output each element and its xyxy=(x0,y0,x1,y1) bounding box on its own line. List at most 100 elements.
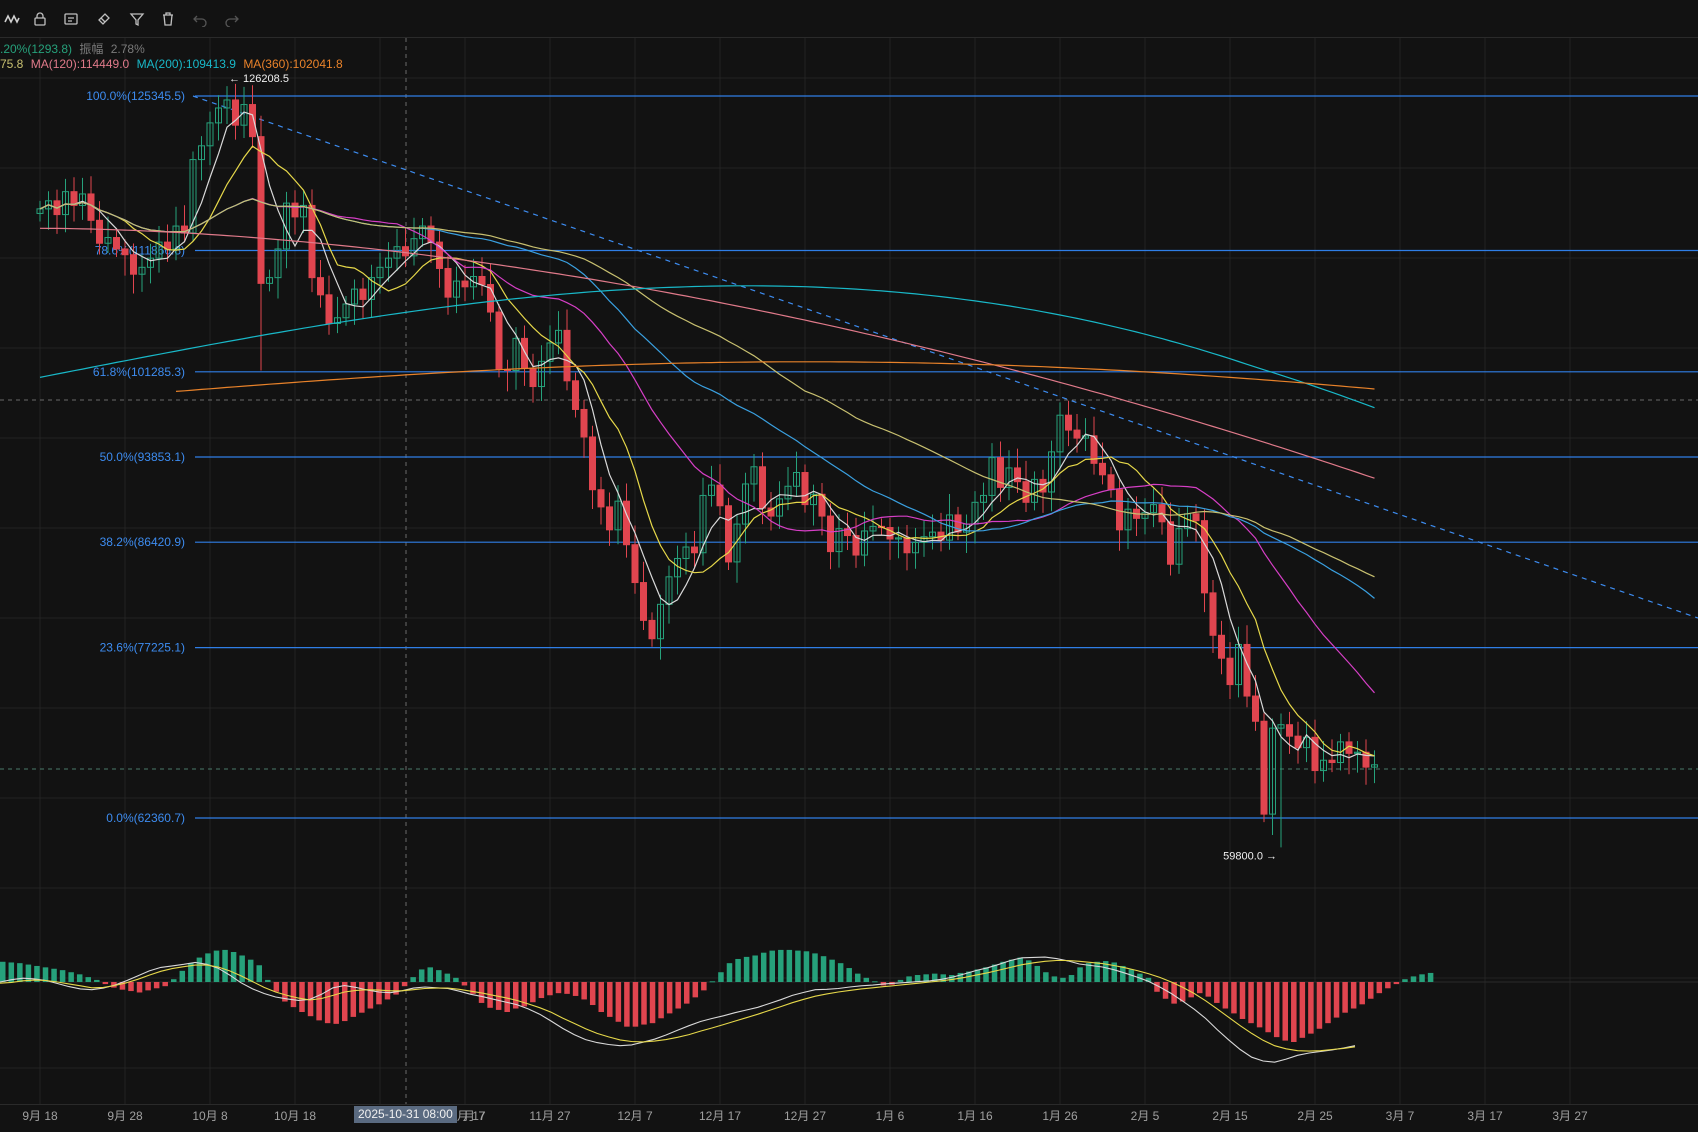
macd-histogram-bar xyxy=(76,974,83,982)
macd-histogram-bar xyxy=(1273,982,1280,1038)
macd-histogram-bar xyxy=(1214,982,1220,1003)
macd-histogram-bar xyxy=(1368,982,1374,999)
macd-histogram-bar xyxy=(1077,967,1083,982)
change-value: .20%(1293.8) xyxy=(0,42,73,56)
x-axis-tick-label: 3月 7 xyxy=(1386,1109,1415,1123)
macd-histogram-bar xyxy=(102,982,109,985)
candle-down xyxy=(1209,592,1217,636)
macd-histogram-bar xyxy=(324,982,331,1024)
macd-histogram-bar xyxy=(119,982,126,990)
candlesticks xyxy=(36,83,1378,848)
macd-histogram-bar xyxy=(1342,982,1348,1013)
candle-down xyxy=(903,537,911,554)
macd-histogram-bar xyxy=(1248,982,1254,1024)
macd-histogram-bar xyxy=(42,967,49,982)
macd-histogram-bar xyxy=(632,982,639,1027)
template-icon[interactable] xyxy=(61,9,81,29)
x-axis-tick-label: 9月 18 xyxy=(22,1109,58,1123)
macd-histogram-bar xyxy=(51,968,57,982)
macd-histogram-bar xyxy=(1333,982,1340,1018)
candle-down xyxy=(1116,489,1123,531)
macd-histogram-bar xyxy=(1308,982,1314,1034)
grid xyxy=(0,38,1698,1104)
lock-icon[interactable] xyxy=(30,9,50,29)
candle-down xyxy=(70,191,78,206)
candle-up xyxy=(699,494,707,554)
macd-histogram-bar xyxy=(145,982,151,991)
macd-histogram-bar xyxy=(1094,961,1100,982)
candle-up xyxy=(470,275,477,288)
candle-up xyxy=(861,530,868,556)
candle-down xyxy=(844,528,851,537)
candle-down xyxy=(121,248,129,256)
macd-histogram-bar xyxy=(872,981,878,983)
candle-down xyxy=(1362,751,1370,768)
x-axis-tick-label: 12月 17 xyxy=(699,1109,741,1123)
candle-up xyxy=(776,498,783,517)
macd-histogram-bar xyxy=(342,982,348,1022)
candle-up xyxy=(733,523,741,563)
macd-histogram-bar xyxy=(906,976,912,982)
candle-up xyxy=(1005,467,1013,488)
macd-histogram-bar xyxy=(803,951,810,982)
macd-histogram-bar xyxy=(1085,963,1092,982)
macd-histogram-bar xyxy=(8,962,15,982)
macd-histogram-bar xyxy=(153,982,160,989)
candle-down xyxy=(1014,467,1021,483)
candle-down xyxy=(1218,634,1225,659)
candle-up xyxy=(546,342,554,362)
filter-icon[interactable] xyxy=(127,9,147,29)
candle-down xyxy=(725,505,732,563)
macd-histogram-bar xyxy=(1316,982,1323,1029)
redo-icon[interactable] xyxy=(222,9,242,29)
macd-histogram-bar xyxy=(1008,959,1015,982)
macd-histogram-bar xyxy=(0,961,6,982)
macd-histogram-bar xyxy=(128,982,134,992)
undo-icon[interactable] xyxy=(190,9,210,29)
price-extreme-label: ← 126208.5 xyxy=(229,73,289,85)
macd-histogram-bar xyxy=(162,982,168,987)
ma120-value: MA(120):114449.0 xyxy=(30,57,130,71)
candle-up xyxy=(810,493,817,506)
macd-histogram-bar xyxy=(25,964,32,982)
macd-histogram-bar xyxy=(795,950,801,982)
macd-histogram-bar xyxy=(598,982,604,1012)
candle-up xyxy=(980,494,987,503)
macd-histogram-bar xyxy=(615,982,622,1022)
macd-histogram-bar xyxy=(393,982,399,995)
candle-down xyxy=(444,267,452,298)
macd-histogram xyxy=(0,949,1434,1042)
candle-down xyxy=(461,280,469,288)
candle-up xyxy=(198,145,205,161)
candle-down xyxy=(130,254,137,275)
macd-histogram-bar xyxy=(1205,982,1212,997)
candle-down xyxy=(249,104,256,138)
candle-up xyxy=(1048,451,1055,493)
macd-histogram-bar xyxy=(376,982,382,1005)
macd-histogram-bar xyxy=(427,967,433,982)
candle-up xyxy=(274,248,282,279)
macd-histogram-bar xyxy=(359,982,365,1013)
macd-histogram-bar xyxy=(718,972,724,982)
macd-histogram-bar xyxy=(1120,965,1126,982)
macd-histogram-bar xyxy=(470,982,476,994)
macd-histogram-bar xyxy=(983,967,989,982)
candle-down xyxy=(1286,724,1293,737)
macd-histogram-bar xyxy=(316,982,322,1021)
candle-up xyxy=(1124,508,1132,531)
macd-histogram-bar xyxy=(1043,972,1049,982)
magnet-icon[interactable] xyxy=(94,9,114,29)
ma-line-medium xyxy=(39,145,1375,757)
x-axis-tick-label: 9月 28 xyxy=(107,1109,143,1123)
candle-up xyxy=(895,537,902,540)
candle-down xyxy=(852,535,860,556)
candle-up xyxy=(79,193,86,206)
candle-down xyxy=(113,237,120,250)
price-chart[interactable]: 9月 18 9月 28 10月 8 10月 18 11月 17 11月 27 12月 7 12… xyxy=(0,38,1698,1132)
indicators-icon[interactable] xyxy=(2,9,22,29)
candle-up xyxy=(419,225,426,240)
macd-histogram-bar xyxy=(641,982,647,1025)
macd-histogram-bar xyxy=(34,965,40,982)
trash-icon[interactable] xyxy=(158,9,178,29)
macd-histogram-bar xyxy=(649,982,656,1024)
